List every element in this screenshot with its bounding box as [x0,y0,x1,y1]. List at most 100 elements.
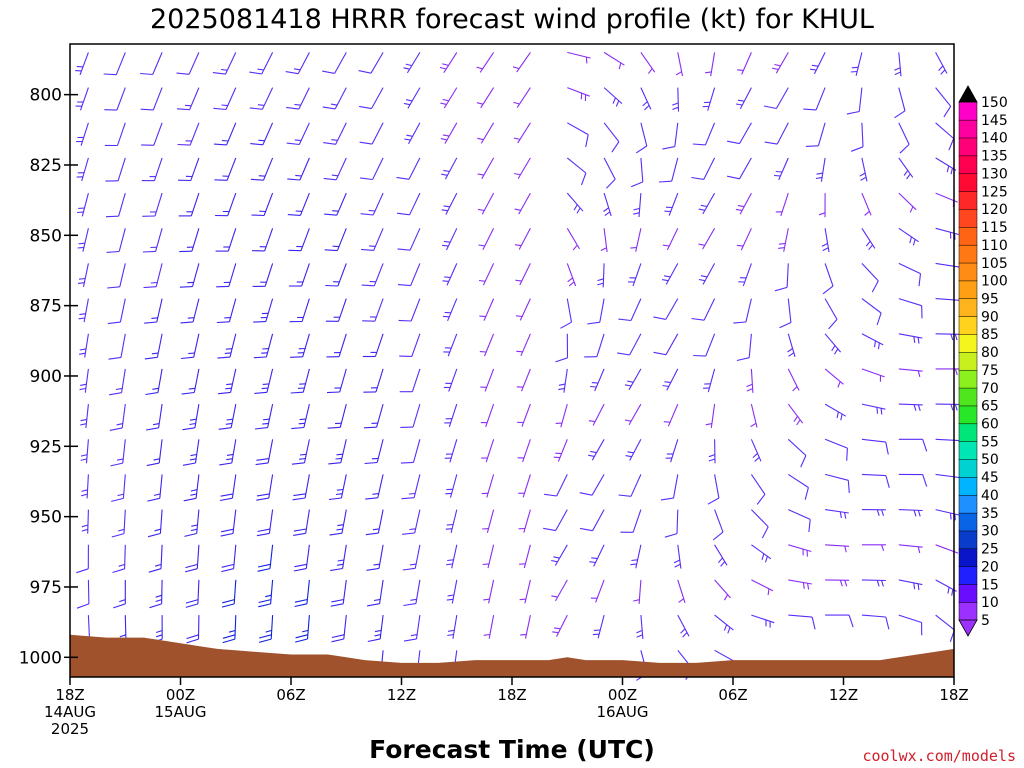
wind-barb [516,368,531,392]
barb-feather [285,71,299,75]
wind-barb [362,298,384,322]
barb-feather [588,454,595,457]
barb-staff [776,122,789,145]
wind-barb [181,368,200,395]
barb-feather [662,384,669,388]
wind-barb [775,192,789,217]
barb-feather [723,624,728,631]
wind-barb [662,122,679,150]
barb-feather [590,385,597,388]
barb-staff [191,228,200,252]
wind-barb [77,228,89,252]
barb-staff [787,333,796,357]
wind-barb [818,193,826,218]
barb-feather [836,411,839,419]
barb-staff [861,263,879,282]
barb-staff [447,333,458,357]
barb-feather [409,528,416,531]
barb-feather [705,423,713,426]
barb-feather [212,72,226,75]
wind-barb [898,227,919,246]
wind-barb [514,228,531,250]
barb-feather [368,209,376,212]
wind-barb [551,544,568,566]
colorbar-swatch [958,387,978,407]
x-tick-label: 18Z [55,686,84,704]
barb-feather [441,209,448,212]
barb-feather [112,568,125,574]
barb-feather [954,513,956,521]
barb-staff [234,615,237,640]
wind-barb [396,157,421,180]
wind-barb [660,474,679,501]
barb-feather [774,286,788,292]
barb-feather [674,563,681,568]
barb-feather [402,567,416,571]
barb-feather [555,357,568,363]
barb-feather [262,422,269,425]
barb-feather [943,106,952,118]
wind-barb [144,333,163,360]
barb-staff [87,509,89,534]
wind-barb [787,333,796,357]
barb-feather [224,352,232,354]
wind-barb [215,192,237,217]
barb-staff [270,579,274,604]
barb-feather [881,509,885,516]
barb-feather [922,474,928,487]
barb-staff [702,263,716,285]
barb-staff [597,614,605,639]
colorbar-tick-label: 40 [981,488,999,504]
colorbar-swatch [958,280,978,300]
barb-staff [156,333,163,358]
wind-barb [630,157,644,188]
wind-barb [658,157,679,183]
barb-feather [443,169,450,173]
barb-staff [233,544,237,569]
barb-feather [257,568,271,572]
wind-barb [365,509,384,536]
barb-feather [774,174,781,177]
barb-feather [442,63,449,66]
wind-barb [566,157,587,186]
barb-feather [144,356,158,360]
wind-barb [402,544,421,571]
barb-feather [693,354,706,357]
barb-staff [898,544,923,548]
wind-barb [726,157,752,180]
barb-staff [376,403,384,428]
wind-barb [290,333,310,358]
barb-feather [678,598,685,603]
barb-feather [256,493,270,497]
barb-staff [443,52,458,73]
wind-barb [404,122,421,145]
barb-staff [189,87,200,110]
barb-staff [788,544,812,553]
barb-feather [367,603,380,607]
barb-staff [705,333,716,357]
colorbar-tick-label: 35 [981,506,999,522]
wind-barb [898,122,910,154]
barb-feather [182,427,195,431]
wind-barb [365,474,384,500]
barb-staff [703,298,716,321]
barb-feather [148,568,162,573]
colorbar-tick-label: 95 [981,292,999,308]
wind-barb [109,404,126,431]
barb-feather [293,528,307,532]
barb-feather [848,614,854,628]
barb-feather [877,342,880,350]
wind-barb [579,474,605,496]
barb-staff [786,263,789,288]
barb-feather [591,557,598,560]
wind-barb [861,263,879,293]
wind-barb [935,509,960,521]
barb-feather [673,559,681,564]
barb-feather [675,71,682,76]
barb-feather [576,207,581,214]
barb-feather [846,448,848,461]
wind-barb [288,263,310,287]
barb-staff [603,51,625,66]
barb-feather [476,102,484,105]
wind-barb [478,263,495,286]
